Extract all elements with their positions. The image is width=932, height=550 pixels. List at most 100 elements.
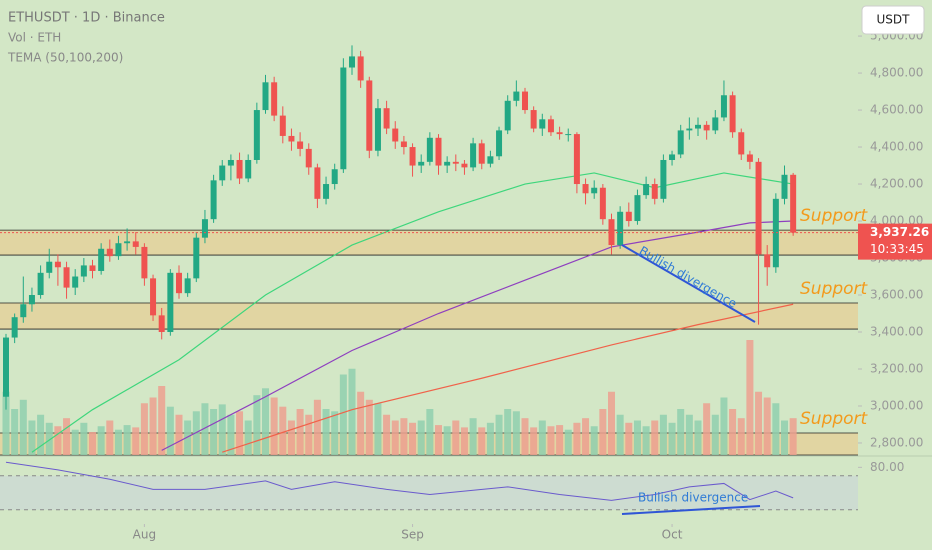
candle-body <box>703 124 710 131</box>
candle-body <box>764 254 771 268</box>
candle-body <box>539 119 546 129</box>
volume-bar <box>158 386 166 455</box>
volume-bar <box>175 414 183 455</box>
candle-body <box>115 243 122 257</box>
volume-bar <box>201 403 209 455</box>
volume-bar <box>452 420 460 455</box>
volume-bar <box>746 340 754 455</box>
candle-body <box>738 132 745 155</box>
candle-body <box>132 241 139 247</box>
volume-bar <box>573 422 581 455</box>
candle-body <box>3 337 9 397</box>
candle-body <box>374 108 381 151</box>
price-tag <box>858 223 932 260</box>
volume-bar <box>210 409 218 455</box>
volume-bar <box>28 420 36 455</box>
volume-bar <box>530 427 538 455</box>
volume-bar <box>616 414 624 455</box>
rsi-tick-label: 80.00 <box>870 460 904 474</box>
candle-body <box>400 141 407 148</box>
volume-bar <box>348 368 356 455</box>
volume-bar <box>89 432 96 455</box>
candle-body <box>790 174 797 233</box>
rsi-divergence-line <box>621 505 761 515</box>
candle-body <box>643 184 650 196</box>
currency-button[interactable] <box>861 5 925 35</box>
volume-label: Vol · ETH <box>8 31 61 45</box>
support-label: Support <box>800 206 869 226</box>
y-tick-label: 3,600.00 <box>870 288 923 302</box>
candle-body <box>573 134 580 185</box>
volume-bar <box>703 403 711 455</box>
volume-bar <box>114 429 122 455</box>
candle-body <box>98 248 105 271</box>
volume-bar <box>409 422 417 455</box>
volume-bar <box>19 399 27 455</box>
candle-body <box>245 159 252 179</box>
x-tick-label: Oct <box>662 528 683 542</box>
candle-body <box>106 248 113 257</box>
volume-bar <box>755 391 763 455</box>
volume-bar <box>659 414 667 455</box>
candle-body <box>504 100 511 131</box>
volume-bar <box>599 409 607 455</box>
candle-body <box>141 246 148 279</box>
candle-body <box>418 161 425 166</box>
volume-bar <box>262 388 269 455</box>
candle-body <box>167 272 174 333</box>
volume-bar <box>789 418 797 455</box>
candle-body <box>591 187 598 194</box>
volume-bar <box>37 414 45 455</box>
candle-body <box>452 161 459 164</box>
volume-bar <box>400 418 408 455</box>
candle-body <box>150 278 157 316</box>
candle-body <box>755 161 762 255</box>
candle-body <box>651 184 658 199</box>
volume-bar <box>236 411 244 455</box>
candle-body <box>271 82 278 116</box>
volume-bar <box>633 420 641 455</box>
y-tick-label: 4,600.00 <box>870 103 923 117</box>
candle-body <box>729 95 736 133</box>
last-price-label: 3,937.26 <box>870 225 929 239</box>
candle-body <box>46 261 53 273</box>
volume-bar <box>106 420 114 455</box>
candle-body <box>720 95 727 118</box>
volume-bar <box>54 426 62 455</box>
candle-body <box>608 219 615 246</box>
rsi-line <box>5 461 794 501</box>
volume-bar <box>322 409 330 455</box>
candle-body <box>176 272 182 294</box>
y-tick-label: 2,800.00 <box>870 435 923 449</box>
candle-body <box>262 82 269 111</box>
volume-bar <box>149 397 157 455</box>
candle-body <box>409 147 416 166</box>
ma-line <box>161 220 794 451</box>
volume-bar <box>737 418 745 455</box>
candle-body <box>288 135 295 142</box>
volume-bar <box>469 418 477 455</box>
candle-body <box>89 265 96 271</box>
symbol-title: ETHUSDT · 1D · Binance <box>8 11 165 26</box>
volume-bar <box>383 414 391 455</box>
volume-bar <box>71 429 79 455</box>
volume-bar <box>417 420 425 455</box>
candle-body <box>124 241 131 244</box>
candle-body <box>80 265 87 277</box>
currency-button-label[interactable]: USDT <box>877 13 911 27</box>
rsi-band <box>0 475 858 510</box>
countdown: 10:33:45 <box>870 242 924 256</box>
volume-bar <box>2 391 10 455</box>
candle-body <box>227 159 234 166</box>
divergence-line <box>621 244 756 323</box>
ma-line <box>222 303 794 453</box>
candle-body <box>556 132 563 135</box>
volume-bar <box>166 406 174 455</box>
volume-bar <box>97 426 105 455</box>
volume-bar <box>305 414 313 455</box>
candle-body <box>54 261 61 268</box>
candle-body <box>565 134 572 136</box>
candle-body <box>331 169 338 185</box>
